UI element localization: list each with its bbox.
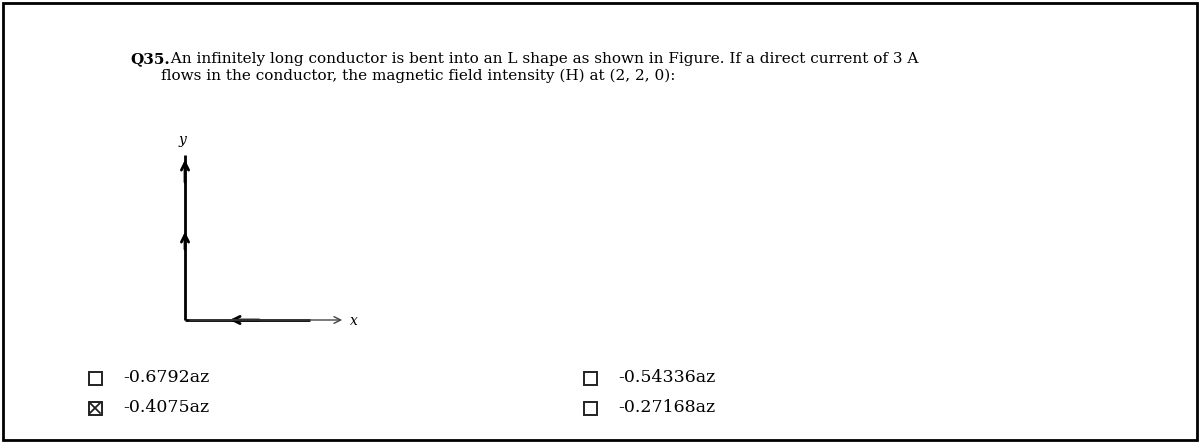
Bar bbox=[583, 401, 596, 415]
Text: -0.6792az: -0.6792az bbox=[124, 369, 209, 386]
Text: x: x bbox=[350, 314, 358, 328]
Text: -0.4075az: -0.4075az bbox=[124, 400, 209, 416]
Text: Q35.: Q35. bbox=[130, 52, 169, 66]
Text: -0.27168az: -0.27168az bbox=[618, 400, 715, 416]
Text: -0.54336az: -0.54336az bbox=[618, 369, 715, 386]
Bar bbox=[89, 401, 102, 415]
Text: y: y bbox=[178, 133, 186, 147]
Bar bbox=[583, 372, 596, 385]
Bar bbox=[89, 372, 102, 385]
Text: An infinitely long conductor is bent into an L shape as shown in Figure. If a di: An infinitely long conductor is bent int… bbox=[161, 52, 918, 83]
